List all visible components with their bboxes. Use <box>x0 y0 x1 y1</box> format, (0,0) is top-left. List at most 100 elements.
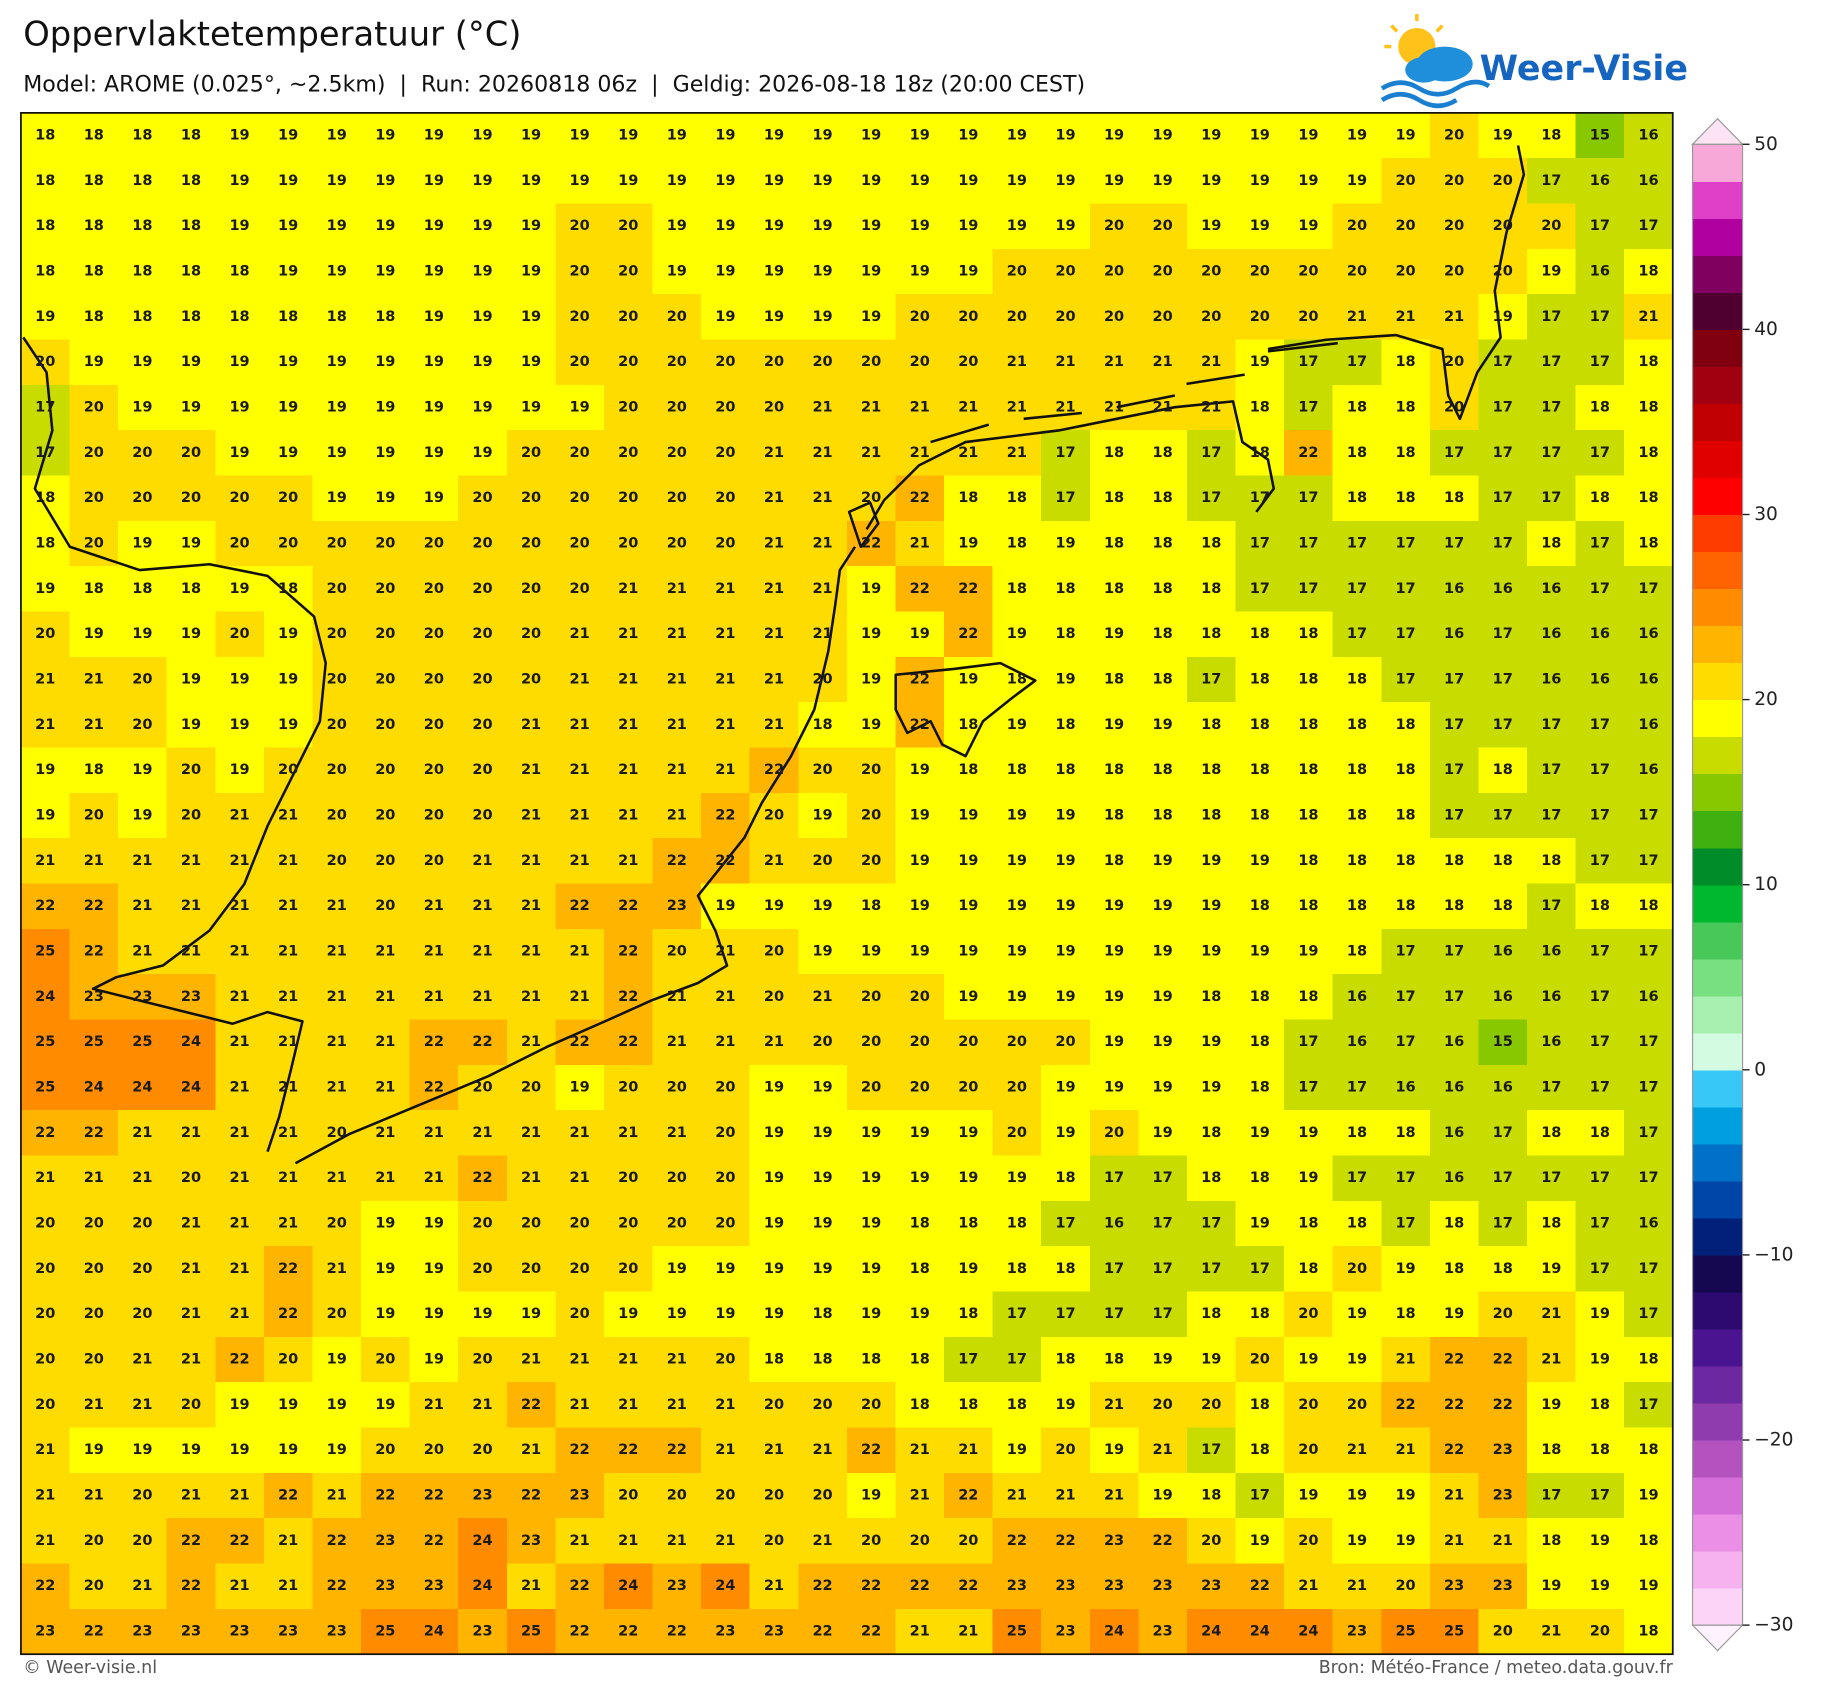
temperature-label: 21 <box>958 400 978 416</box>
temperature-label: 21 <box>910 1624 930 1640</box>
temperature-cell <box>652 1563 702 1610</box>
temperature-label: 19 <box>1055 1080 1075 1096</box>
temperature-cell <box>944 112 994 159</box>
colorbar-band <box>1692 773 1743 812</box>
temperature-label: 19 <box>132 400 152 416</box>
temperature-cell <box>1527 1291 1577 1338</box>
temperature-cell <box>749 792 799 839</box>
temperature-cell <box>1089 1155 1140 1202</box>
temperature-label: 20 <box>1395 218 1415 234</box>
temperature-cell <box>312 384 362 431</box>
temperature-cell <box>409 566 459 613</box>
temperature-cell <box>69 1200 119 1247</box>
temperature-label: 19 <box>1055 853 1075 869</box>
temperature-label: 17 <box>1298 1034 1318 1050</box>
temperature-cell <box>118 1019 168 1066</box>
temperature-cell <box>1235 203 1285 250</box>
temperature-cell <box>20 656 71 703</box>
temperature-label: 22 <box>667 853 687 869</box>
temperature-label: 19 <box>1493 128 1513 144</box>
temperature-cell <box>1381 1336 1431 1383</box>
temperature-label: 21 <box>958 1442 978 1458</box>
temperature-cell <box>1429 1019 1480 1066</box>
temperature-cell <box>1478 1608 1528 1655</box>
temperature-cell <box>1624 883 1674 930</box>
temperature-label: 20 <box>667 400 687 416</box>
temperature-cell <box>1429 112 1480 159</box>
temperature-cell <box>1478 1563 1528 1610</box>
temperature-label: 19 <box>1153 1080 1173 1096</box>
temperature-label: 21 <box>1104 1397 1124 1413</box>
temperature-label: 19 <box>181 536 201 552</box>
temperature-label: 17 <box>1347 1170 1367 1186</box>
temperature-cell <box>1332 1110 1382 1157</box>
temperature-cell <box>409 248 459 295</box>
temperature-cell <box>895 974 945 1021</box>
temperature-label: 19 <box>1201 173 1221 189</box>
temperature-cell <box>895 747 945 794</box>
temperature-cell <box>1381 747 1431 794</box>
temperature-cell <box>992 792 1042 839</box>
temperature-label: 22 <box>618 944 638 960</box>
colorbar-band <box>1692 1180 1743 1219</box>
temperature-cell <box>1235 475 1285 522</box>
temperature-cell <box>361 1246 411 1293</box>
temperature-label: 20 <box>327 1306 347 1322</box>
temperature-label: 18 <box>861 1352 881 1368</box>
temperature-label: 21 <box>1444 1488 1464 1504</box>
temperature-label: 21 <box>521 717 541 733</box>
temperature-cell <box>312 158 362 205</box>
temperature-label: 18 <box>1347 944 1367 960</box>
temperature-cell <box>701 1563 751 1610</box>
temperature-label: 21 <box>424 944 444 960</box>
temperature-label: 22 <box>764 762 784 778</box>
temperature-label: 19 <box>764 218 784 234</box>
temperature-cell <box>1186 475 1237 522</box>
temperature-cell <box>263 1019 314 1066</box>
temperature-cell <box>312 1291 362 1338</box>
temperature-label: 19 <box>424 1306 444 1322</box>
temperature-cell <box>1284 1563 1334 1610</box>
temperature-cell <box>20 475 71 522</box>
temperature-label: 19 <box>1347 173 1367 189</box>
temperature-label: 17 <box>1638 581 1658 597</box>
temperature-label: 18 <box>1444 1216 1464 1232</box>
temperature-cell <box>1332 792 1382 839</box>
temperature-label: 21 <box>132 1125 152 1141</box>
temperature-cell <box>1138 1155 1188 1202</box>
temperature-cell <box>1186 1200 1237 1247</box>
temperature-cell <box>69 294 119 341</box>
temperature-label: 19 <box>472 173 492 189</box>
temperature-label: 21 <box>229 1216 249 1232</box>
temperature-label: 21 <box>375 989 395 1005</box>
temperature-cell <box>312 112 362 159</box>
temperature-cell <box>458 1472 508 1519</box>
temperature-cell <box>409 928 459 975</box>
temperature-cell <box>409 158 459 205</box>
temperature-label: 19 <box>35 808 55 824</box>
temperature-cell <box>1429 158 1480 205</box>
temperature-label: 21 <box>1444 309 1464 325</box>
temperature-cell <box>992 883 1042 930</box>
temperature-label: 24 <box>618 1578 638 1594</box>
temperature-label: 18 <box>35 264 55 280</box>
temperature-cell <box>215 974 265 1021</box>
temperature-cell <box>1332 1291 1382 1338</box>
temperature-label: 19 <box>1007 717 1027 733</box>
temperature-cell <box>798 475 848 522</box>
temperature-label: 19 <box>278 1397 298 1413</box>
temperature-label: 21 <box>181 1216 201 1232</box>
temperature-cell <box>944 1563 994 1610</box>
temperature-cell <box>506 1382 557 1429</box>
temperature-cell <box>506 792 557 839</box>
temperature-cell <box>1332 1155 1382 1202</box>
temperature-label: 20 <box>861 490 881 506</box>
temperature-cell <box>895 158 945 205</box>
temperature-cell <box>652 339 702 386</box>
temperature-cell <box>798 1200 848 1247</box>
temperature-label: 19 <box>132 1442 152 1458</box>
temperature-cell <box>118 1064 168 1111</box>
temperature-cell <box>749 1608 799 1655</box>
temperature-label: 20 <box>375 536 395 552</box>
temperature-label: 25 <box>35 1034 55 1050</box>
